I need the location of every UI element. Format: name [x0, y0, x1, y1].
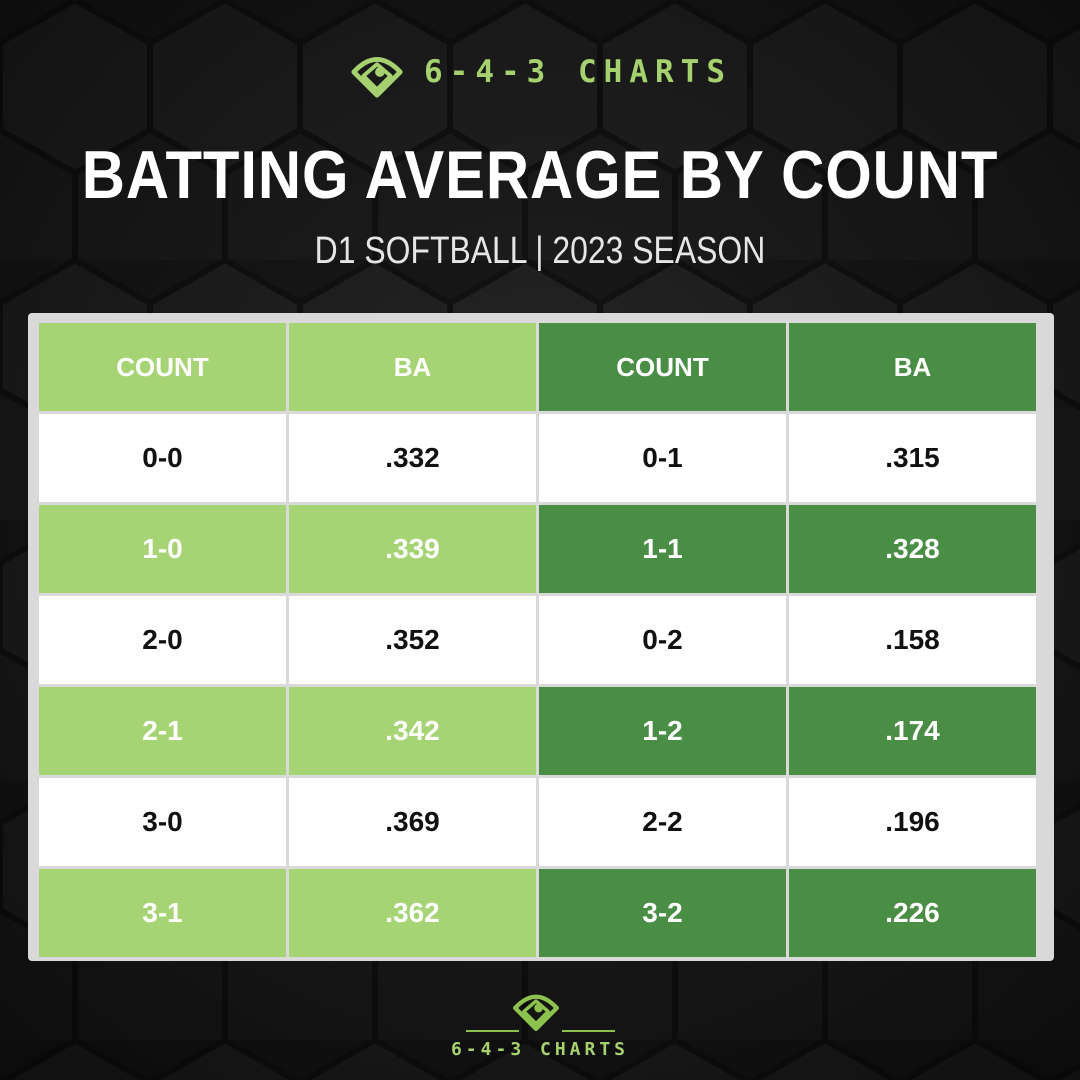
ba-cell: .332 [289, 414, 536, 502]
column-header: COUNT [539, 323, 786, 411]
ba-cell: .174 [789, 687, 1036, 775]
divider-line [562, 1030, 615, 1032]
column-header: COUNT [39, 323, 286, 411]
baseball-diamond-icon [513, 994, 559, 1031]
table-header-row: COUNT BA COUNT BA [39, 323, 1036, 411]
ba-cell: .226 [789, 869, 1036, 957]
count-cell: 3-0 [39, 778, 286, 866]
brand-header: 6-4-3 CHARTS [0, 40, 1080, 104]
baseball-diamond-icon [351, 57, 403, 98]
count-cell: 2-1 [39, 687, 286, 775]
divider-line [466, 1030, 519, 1032]
column-header: BA [289, 323, 536, 411]
ba-cell: .369 [289, 778, 536, 866]
ba-cell: .328 [789, 505, 1036, 593]
chart-title: BATTING AVERAGE BY COUNT [81, 137, 999, 213]
chart-subtitle: D1 SOFTBALL | 2023 SEASON [314, 230, 766, 272]
ba-cell: .342 [289, 687, 536, 775]
ba-cell: .339 [289, 505, 536, 593]
count-cell: 1-2 [539, 687, 786, 775]
ba-cell: .158 [789, 596, 1036, 684]
count-cell: 2-2 [539, 778, 786, 866]
brand-name: 6-4-3 CHARTS [450, 1039, 630, 1060]
count-cell: 0-1 [539, 414, 786, 502]
table-row: 0-0 .332 0-1 .315 [39, 414, 1036, 502]
brand-footer: 6-4-3 CHARTS [0, 982, 1080, 1062]
ba-cell: .315 [789, 414, 1036, 502]
count-cell: 3-2 [539, 869, 786, 957]
count-cell: 1-1 [539, 505, 786, 593]
count-cell: 3-1 [39, 869, 286, 957]
ba-cell: .196 [789, 778, 1036, 866]
count-cell: 1-0 [39, 505, 286, 593]
data-table-container: COUNT BA COUNT BA 0-0 .332 0-1 .315 1-0 … [28, 313, 1054, 961]
column-header: BA [789, 323, 1036, 411]
count-cell: 0-0 [39, 414, 286, 502]
table-row: 3-0 .369 2-2 .196 [39, 778, 1036, 866]
ba-cell: .362 [289, 869, 536, 957]
count-cell: 0-2 [539, 596, 786, 684]
batting-average-table: COUNT BA COUNT BA 0-0 .332 0-1 .315 1-0 … [36, 320, 1039, 960]
brand-name: 6-4-3 CHARTS [424, 54, 732, 90]
table-row: 1-0 .339 1-1 .328 [39, 505, 1036, 593]
table-row: 2-1 .342 1-2 .174 [39, 687, 1036, 775]
table-row: 2-0 .352 0-2 .158 [39, 596, 1036, 684]
count-cell: 2-0 [39, 596, 286, 684]
table-row: 3-1 .362 3-2 .226 [39, 869, 1036, 957]
ba-cell: .352 [289, 596, 536, 684]
